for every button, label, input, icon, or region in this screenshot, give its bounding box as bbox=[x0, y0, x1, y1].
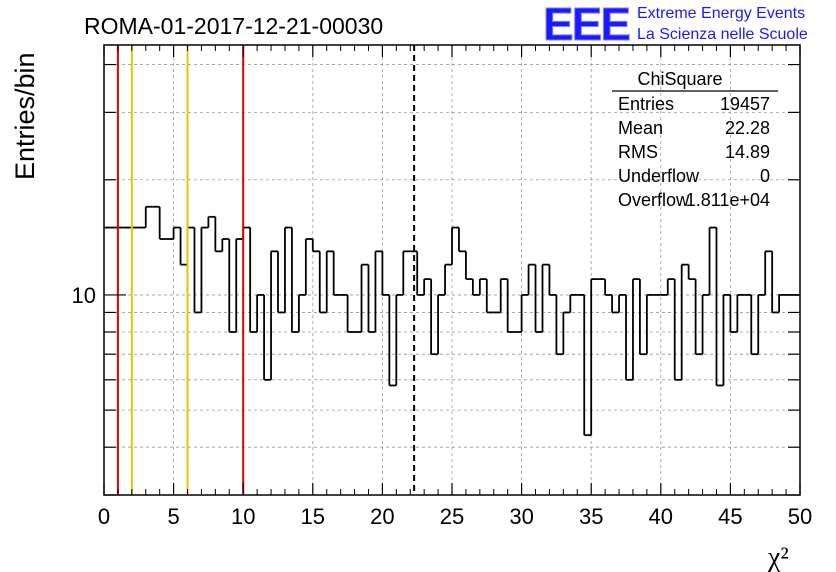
eee-logo: EEE Extreme Energy Events La Scienza nel… bbox=[543, 0, 808, 51]
x-tick-label: 40 bbox=[649, 504, 673, 529]
stats-label: Underflow bbox=[618, 166, 700, 186]
stats-label: Mean bbox=[618, 118, 663, 138]
y-axis-label: Entries/bin bbox=[10, 52, 40, 180]
stats-value: 0 bbox=[760, 166, 770, 186]
x-tick-label: 30 bbox=[509, 504, 533, 529]
logo-line2: La Scienza nelle Scuole bbox=[637, 26, 808, 43]
x-tick-label: 25 bbox=[440, 504, 464, 529]
stats-box: ChiSquare Entries 19457 Mean 22.28 RMS 14.89 U… bbox=[612, 69, 778, 210]
stats-value: 14.89 bbox=[725, 142, 770, 162]
x-tick-label: 35 bbox=[579, 504, 603, 529]
stats-value: 1.811e+04 bbox=[686, 190, 770, 210]
marker-lines bbox=[116, 45, 416, 495]
stats-value: 22.28 bbox=[725, 118, 770, 138]
stats-title: ChiSquare bbox=[637, 69, 722, 89]
stats-value: 19457 bbox=[720, 94, 770, 114]
stats-label: RMS bbox=[618, 142, 658, 162]
chart-title: ROMA-01-2017-12-21-00030 bbox=[84, 13, 383, 39]
logo-line1: Extreme Energy Events bbox=[637, 5, 805, 22]
axis-ticks: 0 5 10 15 20 25 30 35 40 45 50 10 bbox=[72, 45, 812, 529]
x-tick-label: 5 bbox=[167, 504, 179, 529]
stats-label: Entries bbox=[618, 94, 674, 114]
histogram bbox=[104, 205, 800, 437]
x-tick-label: 0 bbox=[98, 504, 110, 529]
x-tick-label: 20 bbox=[370, 504, 394, 529]
x-axis-label: χ² bbox=[767, 542, 789, 572]
x-tick-label: 50 bbox=[788, 504, 812, 529]
stats-label: Overflow bbox=[618, 190, 690, 210]
logo-mark: EEE bbox=[543, 0, 629, 50]
x-tick-label: 10 bbox=[231, 504, 255, 529]
x-tick-label: 15 bbox=[301, 504, 325, 529]
grid bbox=[104, 45, 800, 496]
y-tick-label: 10 bbox=[72, 283, 96, 308]
x-tick-label: 45 bbox=[718, 504, 742, 529]
